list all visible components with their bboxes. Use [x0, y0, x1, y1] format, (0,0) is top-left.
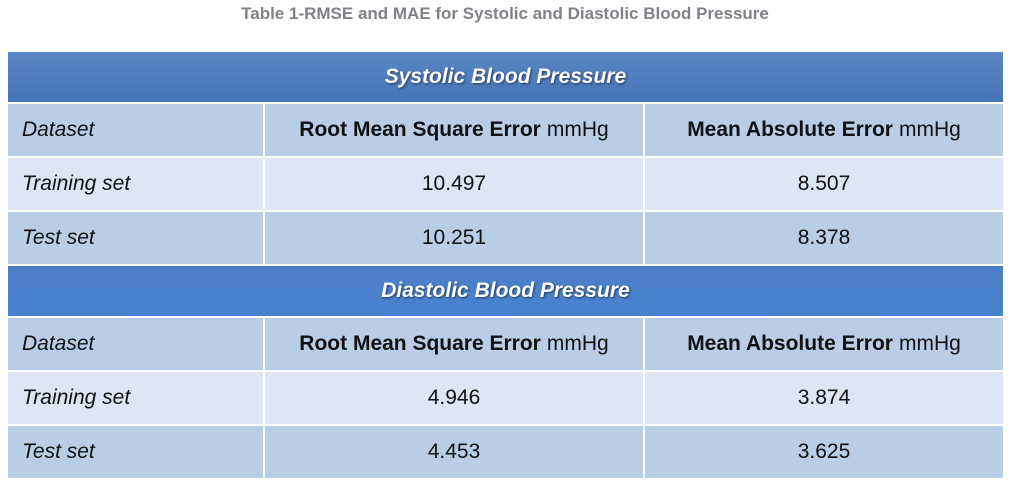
table-caption: Table 1-RMSE and MAE for Systolic and Di…: [241, 4, 769, 23]
rmse-label: Root Mean Square Error: [299, 118, 541, 141]
dataset-cell: Test set: [8, 212, 265, 264]
section-header-systolic: Systolic Blood Pressure: [8, 52, 1003, 104]
column-header-mae: Mean Absolute Error mmHg: [645, 104, 1003, 156]
dataset-cell: Test set: [8, 426, 265, 478]
mae-cell: 3.874: [797, 386, 851, 409]
mae-unit: mmHg: [898, 332, 961, 355]
rmse-unit: mmHg: [546, 118, 609, 141]
dataset-cell: Training set: [8, 158, 265, 210]
rmse-unit: mmHg: [546, 332, 609, 355]
dataset-cell: Training set: [8, 372, 265, 424]
column-header-row: Dataset Root Mean Square Error mmHg Mean …: [8, 104, 1003, 158]
column-header-rmse: Root Mean Square Error mmHg: [265, 104, 645, 156]
rmse-cell: 4.946: [265, 372, 645, 424]
column-header-rmse: Root Mean Square Error mmHg: [265, 318, 645, 370]
rmse-cell: 4.453: [265, 426, 645, 478]
rmse-cell: 10.251: [265, 212, 645, 264]
mae-unit: mmHg: [898, 118, 961, 141]
table-row: Test set 10.251 8.378: [8, 212, 1003, 266]
section-header-diastolic: Diastolic Blood Pressure: [8, 266, 1003, 318]
table-row: Test set 4.453 3.625: [8, 426, 1003, 480]
results-table: Systolic Blood Pressure Dataset Root Mea…: [8, 52, 1003, 480]
table-row: Training set 4.946 3.874: [8, 372, 1003, 426]
mae-label: Mean Absolute Error: [687, 118, 893, 141]
column-header-dataset: Dataset: [8, 318, 265, 370]
rmse-cell: 10.497: [265, 158, 645, 210]
rmse-label: Root Mean Square Error: [299, 332, 541, 355]
mae-cell: 8.507: [797, 172, 851, 195]
mae-label: Mean Absolute Error: [687, 332, 893, 355]
mae-cell: 8.378: [797, 226, 851, 249]
column-header-mae: Mean Absolute Error mmHg: [645, 318, 1003, 370]
column-header-row: Dataset Root Mean Square Error mmHg Mean …: [8, 318, 1003, 372]
table-row: Training set 10.497 8.507: [8, 158, 1003, 212]
column-header-dataset: Dataset: [8, 104, 265, 156]
mae-cell: 3.625: [797, 440, 851, 463]
